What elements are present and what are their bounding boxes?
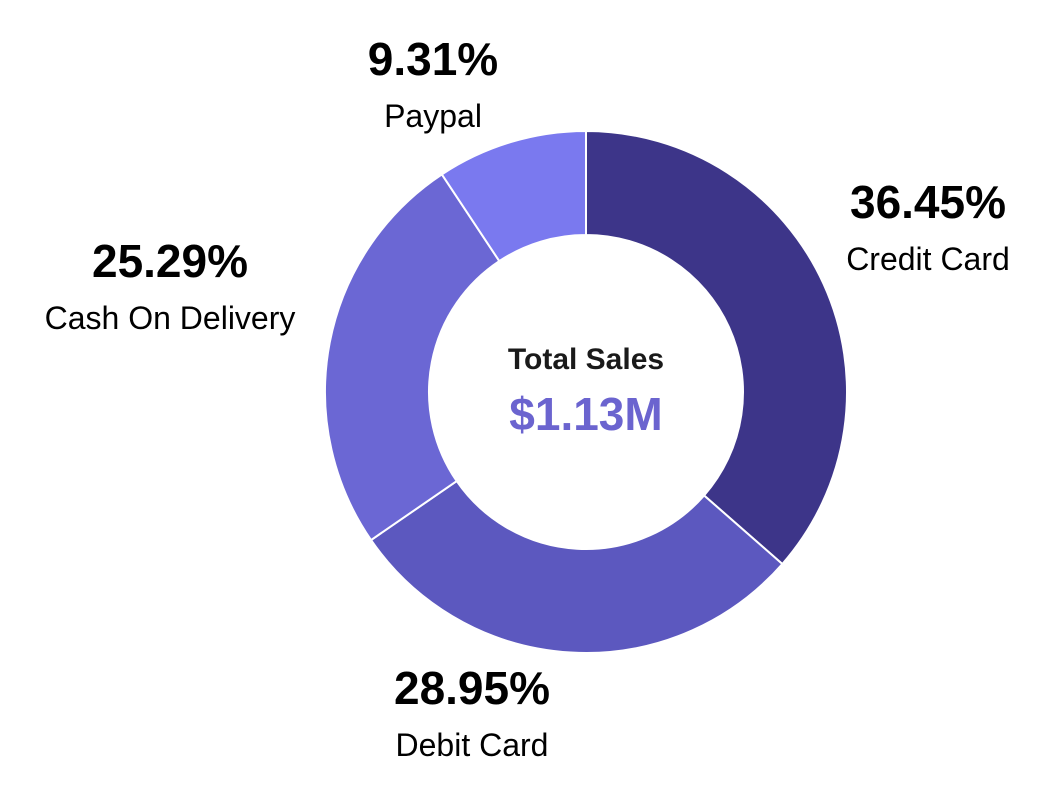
slice-value-label: 9.31% bbox=[368, 33, 498, 85]
slice-labels: 36.45% Credit Card 28.95% Debit Card 25.29% C… bbox=[45, 33, 1010, 763]
slice-value-label: 25.29% bbox=[92, 235, 248, 287]
center-title: Total Sales bbox=[508, 343, 664, 376]
center-value: $1.13M bbox=[509, 388, 662, 440]
slice-category-label: Paypal bbox=[384, 98, 482, 134]
slice-category-label: Debit Card bbox=[396, 727, 549, 763]
slice-category-label: Cash On Delivery bbox=[45, 300, 296, 336]
slice-value-label: 28.95% bbox=[394, 662, 550, 714]
slice-credit-card[interactable] bbox=[585, 129, 848, 566]
slice-cash-on-delivery[interactable] bbox=[324, 173, 501, 542]
slice-category-label: Credit Card bbox=[846, 241, 1010, 277]
donut-slices bbox=[324, 129, 848, 654]
slice-paypal[interactable] bbox=[440, 129, 587, 263]
slice-debit-card[interactable] bbox=[369, 479, 784, 654]
slice-value-label: 36.45% bbox=[850, 176, 1006, 228]
